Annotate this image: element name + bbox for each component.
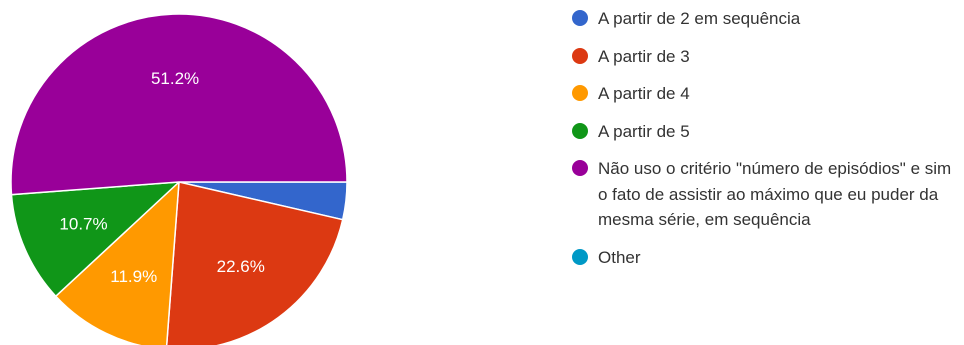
- legend-item-4[interactable]: A partir de 4: [572, 81, 957, 107]
- legend-item-nao-uso-criterio[interactable]: Não uso o critério "número de episódios"…: [572, 156, 957, 233]
- legend-label: A partir de 2 em sequência: [598, 9, 801, 28]
- legend-item-2-em-sequencia[interactable]: A partir de 2 em sequência: [572, 6, 957, 32]
- legend-label: A partir de 5: [598, 121, 690, 141]
- pie-slice-5[interactable]: [10, 181, 182, 298]
- legend-item-3[interactable]: A partir de 3: [572, 44, 957, 70]
- slice-label-5: 10.7%: [59, 215, 107, 234]
- slice-label-nao-uso-criterio: 51.2%: [151, 69, 199, 88]
- legend-swatch: [572, 122, 588, 139]
- slice-label-3: 22.6%: [217, 257, 265, 276]
- legend-label: A partir de 3: [598, 46, 690, 66]
- legend-label: Não uso o critério "número de episódios"…: [598, 159, 952, 229]
- pie-slice-nao-uso-criterio[interactable]: [10, 13, 348, 196]
- pie-slice-3[interactable]: [165, 181, 344, 345]
- pie-plot: 22.6% 11.9% 10.7% 51.2%: [10, 13, 348, 345]
- legend-label: A partir de 4: [598, 84, 690, 103]
- legend-label: Other: [598, 247, 641, 267]
- legend-swatch: [572, 160, 588, 176]
- legend-swatch: [572, 10, 588, 26]
- legend-swatch: [572, 47, 588, 64]
- legend-item-5[interactable]: A partir de 5: [572, 119, 957, 145]
- legend-swatch: [572, 85, 588, 101]
- slice-label-4: 11.9%: [110, 267, 157, 286]
- legend-item-other[interactable]: Other: [572, 245, 957, 271]
- legend-swatch: [572, 248, 588, 265]
- pie-slice-4[interactable]: [54, 180, 180, 345]
- chart-legend: A partir de 2 em sequência A partir de 3 A…: [572, 6, 957, 282]
